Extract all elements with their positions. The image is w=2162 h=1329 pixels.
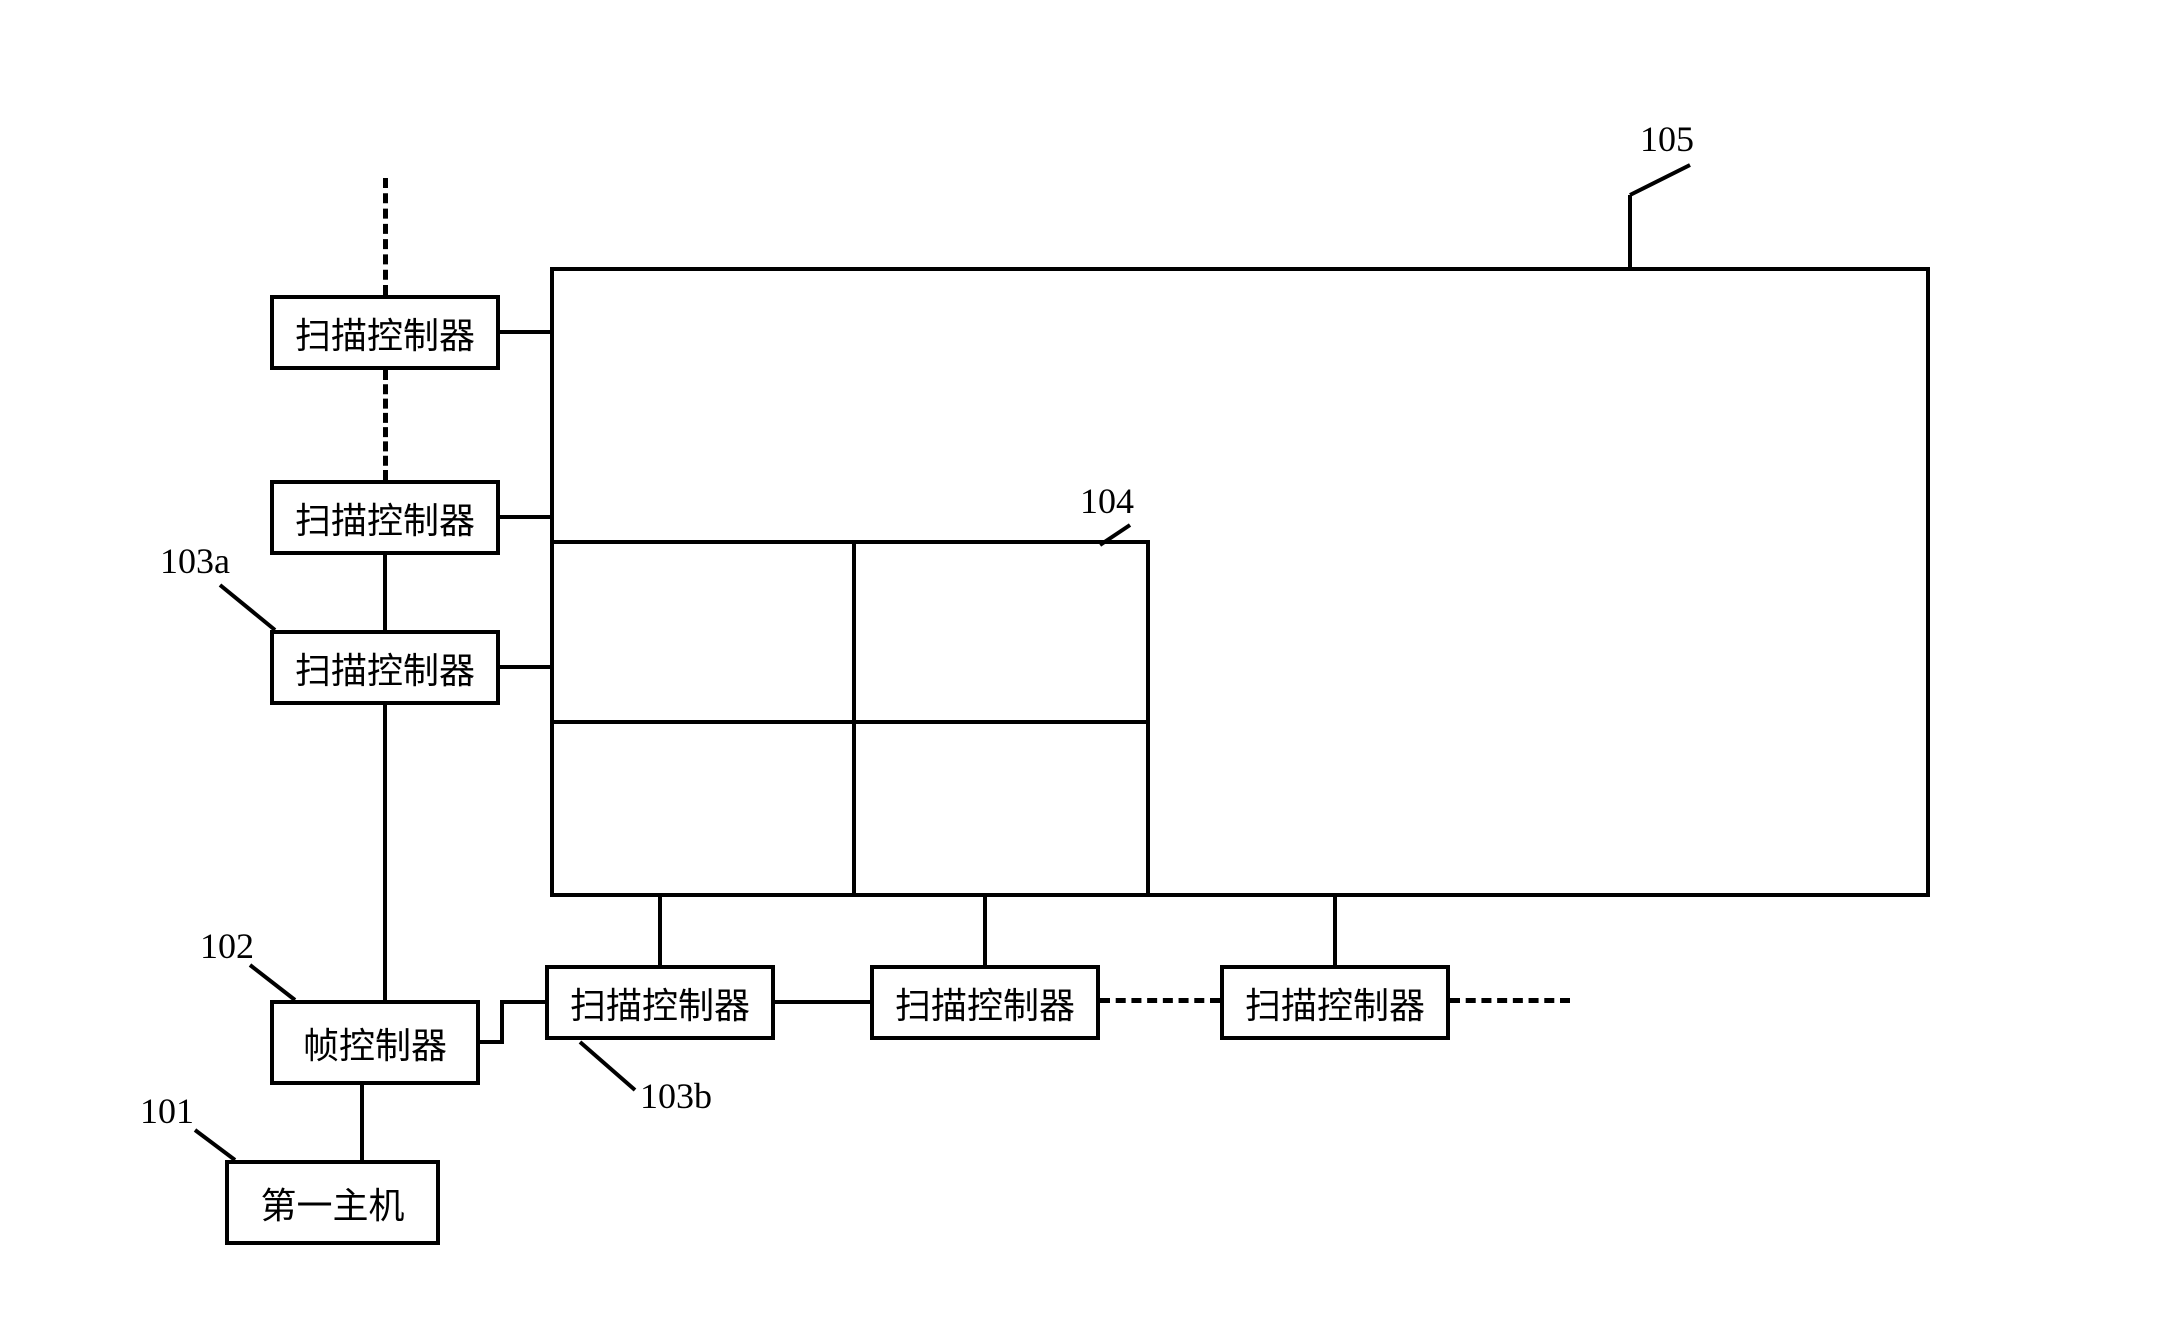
scan-controller-left-bottom: 扫描控制器 (270, 630, 500, 705)
ref-label-103a: 103a (160, 540, 230, 582)
scan-controller-label: 扫描控制器 (1245, 977, 1425, 1029)
display-area-inner-grid (550, 540, 1150, 897)
connector (775, 1000, 870, 1004)
ref-label-102: 102 (200, 925, 254, 967)
ref-label-105: 105 (1640, 118, 1694, 160)
connector (500, 665, 550, 669)
scan-controller-left-top: 扫描控制器 (270, 295, 500, 370)
frame-controller: 帧控制器 (270, 1000, 480, 1085)
scan-controller-label: 扫描控制器 (295, 642, 475, 694)
connector (500, 1000, 504, 1044)
frame-controller-label: 帧控制器 (303, 1017, 447, 1069)
scan-controller-label: 扫描控制器 (895, 977, 1075, 1029)
connector (500, 1000, 545, 1004)
scan-controller-bottom-2: 扫描控制器 (870, 965, 1100, 1040)
ref-label-101: 101 (140, 1090, 194, 1132)
connector (983, 897, 987, 965)
connector (383, 555, 387, 630)
scan-controller-label: 扫描控制器 (570, 977, 750, 1029)
scan-controller-bottom-1: 扫描控制器 (545, 965, 775, 1040)
connector (500, 515, 550, 519)
ref-label-104: 104 (1080, 480, 1134, 522)
first-host-label: 第一主机 (260, 1177, 404, 1229)
dashed-connector (383, 370, 388, 480)
ref-label-103b: 103b (640, 1075, 712, 1117)
connector (480, 1040, 500, 1044)
dashed-connector (383, 178, 388, 295)
scan-controller-bottom-3: 扫描控制器 (1220, 965, 1450, 1040)
connector (658, 897, 662, 965)
grid-horizontal-divider (554, 720, 1146, 724)
connector (500, 330, 550, 334)
grid-vertical-divider (852, 544, 856, 893)
connector (1333, 897, 1337, 965)
dashed-connector (1100, 998, 1220, 1003)
scan-controller-label: 扫描控制器 (295, 492, 475, 544)
diagram-root: 扫描控制器 扫描控制器 扫描控制器 扫描控制器 扫描控制器 扫描控制器 帧控制器… (0, 0, 2162, 1329)
scan-controller-label: 扫描控制器 (295, 307, 475, 359)
connector (360, 1085, 364, 1160)
first-host: 第一主机 (225, 1160, 440, 1245)
scan-controller-left-mid: 扫描控制器 (270, 480, 500, 555)
connector (383, 705, 387, 1000)
dashed-connector (1450, 998, 1570, 1003)
